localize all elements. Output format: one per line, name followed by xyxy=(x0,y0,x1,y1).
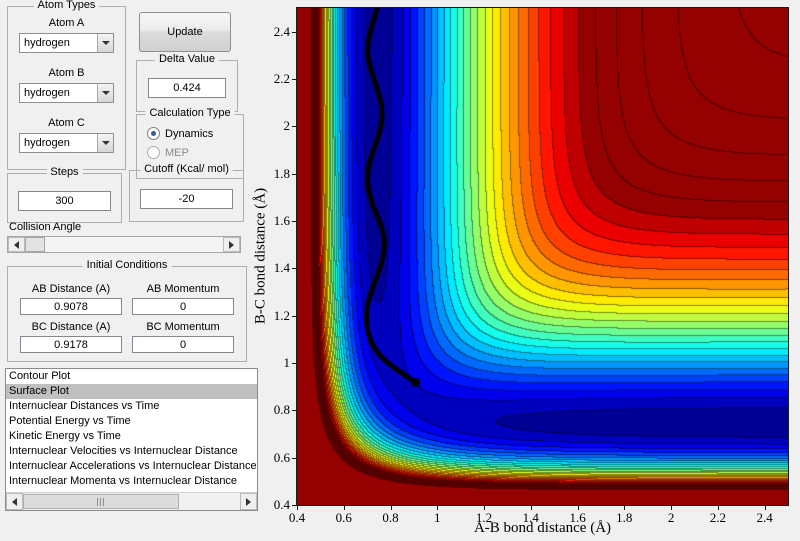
arrow-right-icon xyxy=(246,497,251,506)
y-tick-label: 2 xyxy=(283,118,291,134)
cutoff-input[interactable] xyxy=(140,189,233,209)
steps-input[interactable] xyxy=(18,191,111,211)
delta-value-panel: Delta Value xyxy=(136,53,238,112)
y-tick-label: 0.4 xyxy=(273,497,290,512)
y-tick-label: 1.8 xyxy=(273,165,290,181)
y-tick-label: 1 xyxy=(283,355,291,370)
cutoff-panel: Cutoff (Kcal/ mol) xyxy=(129,163,244,222)
list-item[interactable]: Potential Energy vs Time xyxy=(9,415,131,427)
ic-input-3[interactable] xyxy=(132,336,234,353)
dropdown-button[interactable] xyxy=(97,34,113,52)
dropdown-button[interactable] xyxy=(97,84,113,102)
y-tick-label: 2.4 xyxy=(273,23,290,39)
x-tick-mark xyxy=(437,506,439,510)
list-item[interactable]: Kinetic Energy vs Time xyxy=(9,430,121,442)
ic-label-0: AB Distance (A) xyxy=(31,283,111,295)
listbox-horizontal-scrollbar[interactable] xyxy=(6,492,257,510)
initial-conditions-panel: Initial Conditions AB Distance (A) AB Mom… xyxy=(7,259,247,362)
atom-label-2: Atom C xyxy=(48,117,85,129)
x-tick-mark xyxy=(484,506,485,510)
list-item[interactable]: Internuclear Distances vs Time xyxy=(9,400,160,412)
ic-input-2[interactable] xyxy=(20,336,122,353)
collision-angle-slider[interactable] xyxy=(7,236,241,253)
radio-label: Dynamics xyxy=(165,127,214,140)
atom-types-rows: Atom A hydrogen Atom B hydrogen Atom C hydrog… xyxy=(8,7,125,153)
atom-label-1: Atom B xyxy=(48,67,85,79)
slider-left-arrow-button[interactable] xyxy=(8,237,25,252)
plot-type-listbox[interactable]: Contour Plot Surface Plot Internuclear Dis… xyxy=(5,368,258,511)
y-tick-label: 0.8 xyxy=(273,402,290,418)
chevron-down-icon xyxy=(101,141,110,149)
x-tick-mark xyxy=(577,506,579,510)
x-axis-label: A-B bond distance (Å) xyxy=(473,520,612,536)
y-tick-label: 0.6 xyxy=(273,449,290,465)
calc-type-options: Dynamics MEP xyxy=(137,127,243,159)
scrollbar-left-arrow-button[interactable] xyxy=(6,493,23,510)
atom-label-0: Atom A xyxy=(48,17,85,29)
update-button[interactable]: Update xyxy=(139,12,231,52)
y-axis-label: B-C bond distance (Å) xyxy=(252,187,269,325)
delta-value-input[interactable] xyxy=(148,78,226,98)
calculation-type-title: Calculation Type xyxy=(145,107,235,119)
chevron-down-icon xyxy=(101,91,110,99)
x-tick-mark xyxy=(624,506,626,510)
calculation-type-panel: Calculation Type Dynamics MEP xyxy=(136,107,244,179)
chevron-down-icon xyxy=(101,41,110,49)
initial-conditions-title: Initial Conditions xyxy=(82,259,172,271)
dropdown-value: hydrogen xyxy=(24,87,70,99)
radio-unselected-icon[interactable] xyxy=(147,146,160,159)
dropdown-value: hydrogen xyxy=(24,37,70,49)
ic-label-2: BC Distance (A) xyxy=(31,321,111,333)
list-item[interactable]: Contour Plot xyxy=(9,370,71,382)
radio-label: MEP xyxy=(165,146,189,159)
dropdown-value: hydrogen xyxy=(24,137,70,149)
dropdown-button[interactable] xyxy=(97,134,113,152)
arrow-right-icon xyxy=(229,240,234,249)
ic-input-1[interactable] xyxy=(132,298,234,315)
list-item[interactable]: Internuclear Velocities vs Internuclear … xyxy=(9,445,238,457)
x-tick-mark xyxy=(390,506,392,510)
arrow-left-icon xyxy=(14,240,19,249)
ic-label-1: AB Momentum xyxy=(146,283,220,295)
x-tick-mark xyxy=(717,506,719,510)
atom-dropdown-1[interactable]: hydrogen xyxy=(19,83,114,103)
delta-value-title: Delta Value xyxy=(154,53,220,65)
list-item[interactable]: Internuclear Accelerations vs Internucle… xyxy=(9,460,257,472)
plot-list-items: Contour Plot Surface Plot Internuclear Dis… xyxy=(6,369,257,489)
collision-angle-label: Collision Angle xyxy=(9,221,82,233)
x-tick-mark xyxy=(297,506,298,510)
steps-panel: Steps xyxy=(7,166,122,223)
cutoff-title: Cutoff (Kcal/ mol) xyxy=(140,163,233,175)
scrollbar-thumb[interactable] xyxy=(23,494,179,509)
radio-option-dynamics[interactable]: Dynamics xyxy=(147,127,243,140)
scrollbar-grip-icon xyxy=(96,497,106,506)
x-tick-mark xyxy=(671,506,673,510)
y-tick-label: 2.2 xyxy=(273,71,290,86)
ic-label-3: BC Momentum xyxy=(146,321,220,333)
list-item[interactable]: Surface Plot xyxy=(6,384,257,399)
x-tick-mark xyxy=(530,506,532,510)
steps-title: Steps xyxy=(46,166,83,178)
list-item[interactable]: Internuclear Momenta vs Internuclear Dis… xyxy=(9,475,238,487)
atom-types-title: Atom Types xyxy=(33,0,100,11)
x-tick-mark xyxy=(343,506,345,510)
atom-dropdown-0[interactable]: hydrogen xyxy=(19,33,114,53)
ic-grid: AB Distance (A) AB Momentum BC Distance (A… xyxy=(20,277,234,353)
radio-option-mep[interactable]: MEP xyxy=(147,146,243,159)
pes-contour-canvas xyxy=(296,7,789,506)
scrollbar-right-arrow-button[interactable] xyxy=(240,493,257,510)
arrow-left-icon xyxy=(12,497,17,506)
radio-dot xyxy=(151,131,156,136)
slider-thumb[interactable] xyxy=(25,237,45,252)
atom-dropdown-2[interactable]: hydrogen xyxy=(19,133,114,153)
x-tick-mark xyxy=(764,506,766,510)
ic-input-0[interactable] xyxy=(20,298,122,315)
slider-right-arrow-button[interactable] xyxy=(223,237,240,252)
radio-selected-icon[interactable] xyxy=(147,127,160,140)
